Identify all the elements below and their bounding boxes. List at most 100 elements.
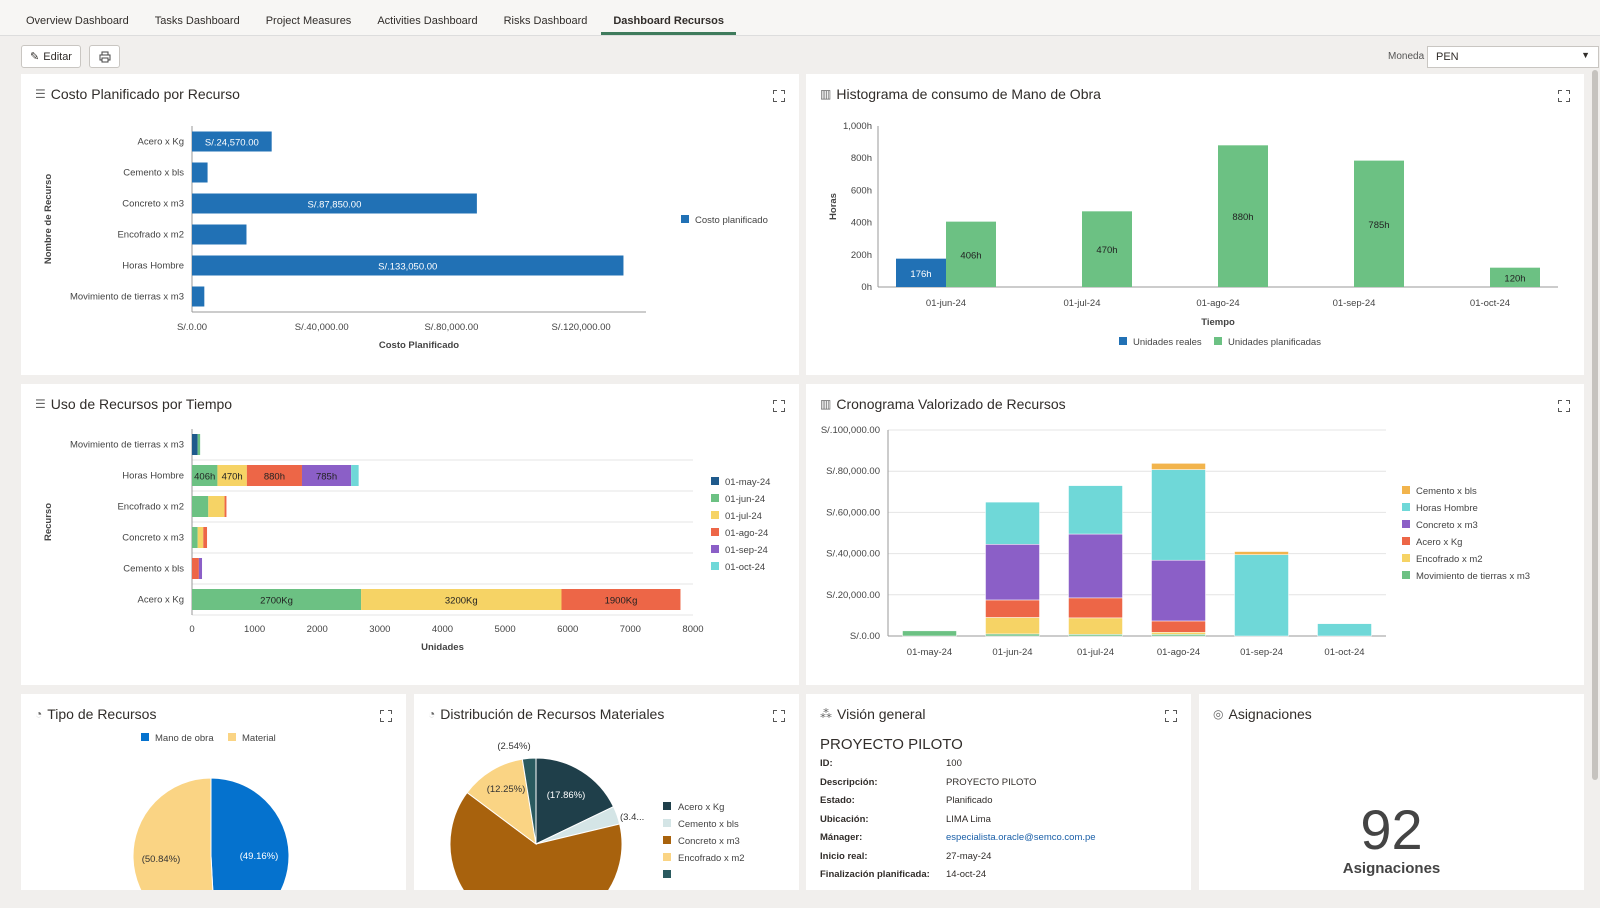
tab-overview-dashboard[interactable]: Overview Dashboard [26, 15, 129, 27]
tab-project-measures[interactable]: Project Measures [265, 15, 352, 27]
legend-label: Acero x Kg [1416, 537, 1462, 548]
x-tick-label: 01-sep-24 [1333, 298, 1376, 309]
y-tick-label: Encofrado x m2 [117, 230, 184, 241]
x-axis-title: Tiempo [1201, 317, 1235, 328]
bar-segment [192, 496, 209, 517]
legend-swatch [711, 477, 719, 485]
data-label: (3.4... [620, 812, 644, 823]
legend-label: Horas Hombre [1416, 503, 1478, 514]
legend-swatch [1402, 554, 1410, 562]
panel-title: ⁂ Visión general [820, 706, 926, 722]
x-tick-label: 01-ago-24 [1196, 298, 1239, 309]
bar [192, 131, 272, 152]
tab-risks-dashboard[interactable]: Risks Dashboard [503, 15, 588, 27]
bar-segment [1234, 551, 1289, 555]
panel-title: ◔ Tipo de Recursos [35, 706, 157, 722]
x-tick-label: 01-sep-24 [1240, 647, 1283, 658]
pie-slice [132, 777, 214, 890]
y-tick-label: Horas Hombre [122, 471, 184, 482]
bar-segment [1151, 469, 1206, 561]
bar-segment [192, 558, 199, 579]
panel-title: ☰ Costo Planificado por Recurso [35, 86, 240, 102]
data-label: 3200Kg [445, 596, 478, 607]
bar-segment [561, 589, 681, 610]
y-tick-label: 200h [851, 250, 872, 261]
print-button[interactable] [89, 45, 120, 68]
tab-tasks-dashboard[interactable]: Tasks Dashboard [154, 15, 240, 27]
pie-chart-icon: ◔ [35, 707, 43, 721]
legend-label: Encofrado x m2 [1416, 554, 1483, 565]
bar-segment [192, 527, 198, 548]
legend-label: 01-may-24 [725, 477, 770, 488]
expand-icon[interactable] [1165, 710, 1177, 722]
panel-title: ▥ Histograma de consumo de Mano de Obra [820, 86, 1101, 102]
costo-chart: Acero x Kg S/.24,570.00 Cemento x bls Concr… [43, 126, 768, 351]
bar-segment [1068, 597, 1123, 619]
y-tick-label: S/.20,000.00 [826, 590, 880, 601]
bar [192, 193, 477, 214]
y-tick-label: Cemento x bls [123, 168, 184, 179]
legend-label: Encofrado x m2 [678, 853, 745, 864]
legend-swatch [1119, 337, 1127, 345]
data-label: 176h [910, 269, 931, 280]
bar [192, 224, 247, 245]
bar-segment [224, 496, 227, 517]
legend-swatch [141, 733, 149, 741]
distribucion-chart: (17.86%) (3.4... (12.25%) (2.54%) Acero x Kg… [449, 741, 745, 890]
cronograma-chart: S/.0.00 S/.20,000.00 S/.40,000.00 S/.60,000… [821, 425, 1530, 658]
data-label: 785h [1368, 220, 1389, 231]
y-tick-label: S/.100,000.00 [821, 425, 880, 436]
y-tick-label: S/.40,000.00 [826, 549, 880, 560]
page-scrollbar[interactable] [1592, 70, 1598, 780]
toolbar: ✎ Editar Moneda PEN ▼ [0, 42, 1600, 70]
data-label: S/.87,850.00 [307, 200, 361, 211]
bar-segment [361, 589, 562, 610]
legend-swatch [711, 545, 719, 553]
panel-asignaciones: ◎ Asignaciones 92 Asignaciones [1199, 694, 1584, 890]
expand-icon[interactable] [773, 400, 785, 412]
tipo-chart: (49.16%) (50.84%) Mano de obra Material [132, 733, 290, 890]
y-tick-label: Concreto x m3 [122, 199, 184, 210]
expand-icon[interactable] [773, 90, 785, 102]
x-tick-label: 4000 [432, 624, 453, 635]
bar-segment [246, 465, 302, 486]
manager-email-link[interactable]: especialista.oracle@semco.com.pe [946, 832, 1096, 843]
x-tick-label: 01-oct-24 [1324, 647, 1364, 658]
bar [1354, 160, 1404, 287]
tab-activities-dashboard[interactable]: Activities Dashboard [377, 15, 478, 27]
pie-chart-icon: ◔ [428, 707, 436, 721]
legend-swatch [228, 733, 236, 741]
expand-icon[interactable] [1558, 400, 1570, 412]
currency-select[interactable]: PEN ▼ [1427, 46, 1599, 68]
bar-segment [1068, 485, 1123, 535]
y-tick-label: 1,000h [843, 121, 872, 132]
tab-dashboard-recursos[interactable]: Dashboard Recursos [601, 15, 737, 35]
bar-segment [985, 599, 1040, 618]
legend-swatch [711, 562, 719, 570]
legend-label: 01-ago-24 [725, 528, 768, 539]
legend-swatch [711, 494, 719, 502]
bar-segment [197, 434, 201, 455]
y-tick-label: S/.0.00 [850, 631, 880, 642]
expand-icon[interactable] [380, 710, 392, 722]
histograma-chart: 0h 200h 400h 600h 800h 1,000h 01-jun-24 176h 406… [828, 121, 1558, 348]
legend-swatch [681, 215, 689, 223]
data-label: 470h [1096, 245, 1117, 256]
column-chart-icon: ▥ [820, 87, 832, 101]
x-tick-label: 01-jul-24 [1077, 647, 1114, 658]
expand-icon[interactable] [1558, 90, 1570, 102]
bar-segment [1068, 617, 1123, 635]
x-tick-label: S/.40,000.00 [295, 322, 349, 333]
bar-segment [1151, 559, 1206, 622]
print-icon [99, 51, 110, 62]
bar-segment [198, 558, 203, 579]
y-tick-label: S/.60,000.00 [826, 507, 880, 518]
y-tick-label: Horas Hombre [122, 261, 184, 272]
edit-button[interactable]: ✎ Editar [21, 45, 81, 68]
panel-title: ☰ Uso de Recursos por Tiempo [35, 396, 233, 412]
bar-segment [351, 465, 359, 486]
expand-icon[interactable] [773, 710, 785, 722]
bar-segment [985, 633, 1040, 637]
overview-row: Descripción: PROYECTO PILOTO [820, 776, 1037, 788]
bar-segment [902, 630, 957, 637]
